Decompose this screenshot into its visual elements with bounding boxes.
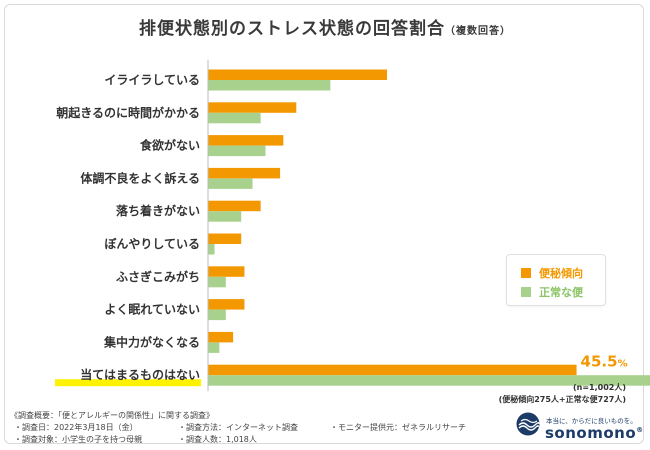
bar-normal <box>208 211 242 222</box>
brand-logo: sonomono® <box>545 424 644 442</box>
category-label: 当てはまるものはない <box>80 367 200 382</box>
category-label: ふさぎこみがち <box>116 269 200 284</box>
category-label: ぼんやりしている <box>104 237 200 251</box>
legend: 便秘傾向 正常な便 <box>506 254 606 306</box>
sample-breakdown-note: (便秘傾向275人+正常な便727人) <box>498 395 626 404</box>
bar-normal <box>208 342 220 353</box>
bar-normal <box>208 145 266 157</box>
data-label-unit: % <box>618 359 628 370</box>
bar-normal <box>208 309 226 321</box>
category-label: イライラしている <box>104 73 200 87</box>
bar-constipation <box>208 331 234 343</box>
bar-normal <box>208 244 215 255</box>
legend-label-constipation: 便秘傾向 <box>539 267 583 280</box>
chart-frame <box>4 4 644 444</box>
wave-logo-icon <box>516 412 540 436</box>
bar-normal <box>208 276 226 288</box>
data-label: 45.5% <box>581 353 628 371</box>
bar-constipation <box>208 135 284 146</box>
bar-constipation <box>208 233 242 244</box>
legend-item-constipation: 便秘傾向 <box>521 265 583 281</box>
bar-constipation <box>208 102 297 113</box>
category-label: 集中力がなくなる <box>103 334 200 349</box>
category-label: 食欲がない <box>139 138 200 153</box>
survey-method: ・調査方法：インターネット調査 <box>178 423 298 432</box>
category-label: 落ち着きがない <box>116 203 200 218</box>
survey-target: ・調査対象：小学生の子を持つ母親 <box>14 435 142 444</box>
legend-item-normal: 正常な便 <box>521 284 583 300</box>
bar-constipation <box>208 299 245 310</box>
bar-normal <box>208 80 331 91</box>
survey-count: ・調査人数：1,018人 <box>178 435 257 444</box>
bar-normal <box>208 375 650 386</box>
bar-constipation <box>208 69 388 80</box>
survey-overview: 《調査概要：「便とアレルギーの関係性」に関する調査》 ・調査日：2022年3月1… <box>10 410 490 446</box>
chart-title-note: （複数回答） <box>445 26 511 37</box>
data-label-value: 45.5 <box>581 353 618 371</box>
survey-heading: 《調査概要：「便とアレルギーの関係性」に関する調査》 <box>10 411 214 420</box>
category-label: よく眠れていない <box>104 303 200 317</box>
survey-provider: ・モニター提供元：ゼネラルリサーチ <box>330 423 466 432</box>
category-label: 体調不良をよく訴える <box>80 170 200 185</box>
bar-normal <box>208 112 261 124</box>
sample-size-note: (n=1,002人) <box>572 383 626 392</box>
bar-constipation <box>208 266 245 277</box>
bar-constipation <box>208 167 281 179</box>
legend-swatch-normal <box>521 287 531 297</box>
category-label: 朝起きるのに時間がかかる <box>56 105 200 120</box>
bar-constipation <box>208 364 577 376</box>
highlight-marker <box>55 379 201 387</box>
bar-normal <box>208 178 253 189</box>
bar-constipation <box>208 200 261 212</box>
legend-swatch-constipation <box>521 268 531 278</box>
chart-title: 排便状態別のストレス状態の回答割合（複数回答） <box>139 19 511 39</box>
survey-date: ・調査日：2022年3月18日（金） <box>14 423 138 432</box>
legend-label-normal: 正常な便 <box>539 286 583 299</box>
brand-tagline: 本当に、からだに良いものを。 <box>546 417 637 425</box>
